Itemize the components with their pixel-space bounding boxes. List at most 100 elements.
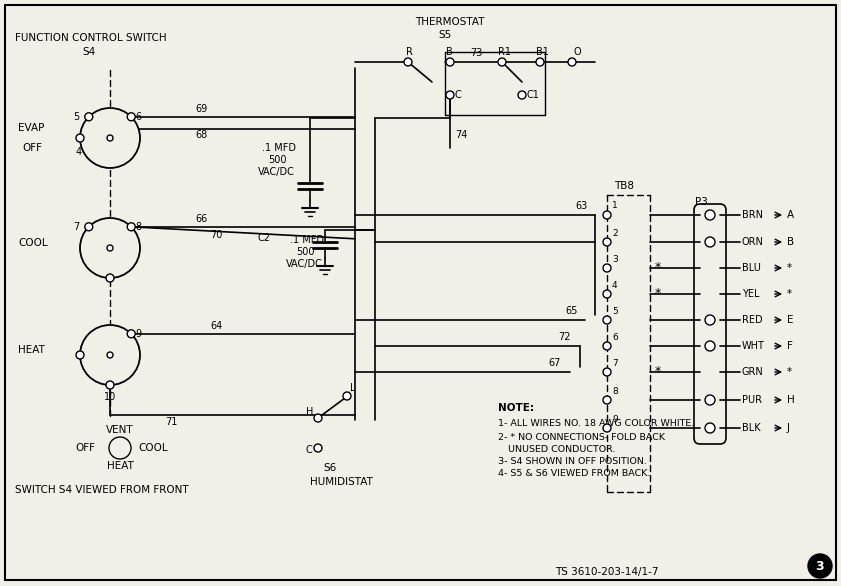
Text: 500: 500 [296, 247, 315, 257]
Text: 3: 3 [816, 560, 824, 573]
Text: 68: 68 [195, 130, 207, 140]
Text: S5: S5 [438, 30, 452, 40]
Text: 500: 500 [268, 155, 287, 165]
Text: H: H [787, 395, 795, 405]
Text: VAC/DC: VAC/DC [258, 167, 295, 177]
Text: TB8: TB8 [614, 181, 634, 191]
Circle shape [705, 315, 715, 325]
Text: 9: 9 [135, 329, 141, 339]
Circle shape [76, 351, 84, 359]
Circle shape [76, 134, 84, 142]
Text: .1 MFD: .1 MFD [290, 235, 324, 245]
Text: 2- * NO CONNECTIONS- FOLD BACK: 2- * NO CONNECTIONS- FOLD BACK [498, 432, 665, 441]
Circle shape [568, 58, 576, 66]
Text: TS 3610-203-14/1-7: TS 3610-203-14/1-7 [555, 567, 659, 577]
Text: *: * [787, 263, 792, 273]
Text: BRN: BRN [742, 210, 763, 220]
Text: 70: 70 [210, 230, 222, 240]
Text: 66: 66 [195, 214, 207, 224]
Text: 4- S5 & S6 VIEWED FROM BACK.: 4- S5 & S6 VIEWED FROM BACK. [498, 468, 650, 478]
Circle shape [106, 274, 114, 282]
Text: 4: 4 [76, 147, 82, 157]
Circle shape [80, 108, 140, 168]
Text: 4: 4 [612, 281, 617, 289]
Text: 3- S4 SHOWN IN OFF POSITION.: 3- S4 SHOWN IN OFF POSITION. [498, 456, 647, 465]
Text: B: B [446, 47, 452, 57]
Circle shape [603, 264, 611, 272]
Text: 3: 3 [612, 254, 618, 264]
Text: OFF: OFF [75, 443, 95, 453]
Circle shape [705, 395, 715, 405]
Circle shape [109, 437, 131, 459]
Text: 2: 2 [612, 229, 617, 237]
Text: 6: 6 [135, 112, 141, 122]
Circle shape [127, 113, 135, 121]
Circle shape [80, 218, 140, 278]
Circle shape [498, 58, 506, 66]
Text: S4: S4 [82, 47, 95, 57]
Circle shape [404, 58, 412, 66]
Text: 8: 8 [135, 222, 141, 232]
Text: 5: 5 [73, 112, 79, 122]
Text: VENT: VENT [106, 425, 134, 435]
Circle shape [127, 330, 135, 338]
Circle shape [603, 424, 611, 432]
Text: S6: S6 [324, 463, 336, 473]
Text: B: B [787, 237, 794, 247]
Text: 5: 5 [612, 306, 618, 315]
Text: J: J [787, 423, 790, 433]
Text: RED: RED [742, 315, 763, 325]
Text: OFF: OFF [22, 143, 42, 153]
Circle shape [603, 316, 611, 324]
Text: 8: 8 [612, 387, 618, 396]
Circle shape [603, 396, 611, 404]
Text: EVAP: EVAP [18, 123, 45, 133]
Circle shape [446, 58, 454, 66]
Text: *: * [655, 288, 661, 301]
Circle shape [536, 58, 544, 66]
Text: *: * [787, 367, 792, 377]
Circle shape [107, 352, 113, 358]
Text: BLK: BLK [742, 423, 760, 433]
Text: 64: 64 [210, 321, 222, 331]
Circle shape [80, 325, 140, 385]
Text: 69: 69 [195, 104, 207, 114]
Text: WHT: WHT [742, 341, 764, 351]
Circle shape [106, 381, 114, 389]
Text: B1: B1 [536, 47, 549, 57]
Text: C1: C1 [527, 90, 540, 100]
Circle shape [808, 554, 832, 578]
Text: HEAT: HEAT [107, 461, 134, 471]
Circle shape [127, 223, 135, 231]
Text: 7: 7 [73, 222, 79, 232]
Circle shape [603, 290, 611, 298]
Text: 74: 74 [455, 130, 468, 140]
Circle shape [603, 238, 611, 246]
Text: COOL: COOL [18, 238, 48, 248]
Text: YEL: YEL [742, 289, 759, 299]
Text: R: R [406, 47, 413, 57]
Text: A: A [787, 210, 794, 220]
Text: C: C [306, 445, 313, 455]
Text: THERMOSTAT: THERMOSTAT [415, 17, 484, 27]
Text: SWITCH S4 VIEWED FROM FRONT: SWITCH S4 VIEWED FROM FRONT [15, 485, 188, 495]
Text: 63: 63 [575, 201, 587, 211]
Circle shape [107, 245, 113, 251]
Text: PUR: PUR [742, 395, 762, 405]
Text: L: L [350, 383, 356, 393]
Text: 9: 9 [612, 414, 618, 424]
Text: *: * [655, 366, 661, 379]
Text: C2: C2 [258, 233, 271, 243]
Text: COOL: COOL [138, 443, 167, 453]
Text: VAC/DC: VAC/DC [286, 259, 323, 269]
Text: *: * [655, 261, 661, 274]
Text: GRN: GRN [742, 367, 764, 377]
Text: 1- ALL WIRES NO. 18 AWG COLOR WHITE.: 1- ALL WIRES NO. 18 AWG COLOR WHITE. [498, 420, 695, 428]
Text: 7: 7 [612, 359, 618, 367]
Text: 10: 10 [104, 392, 116, 402]
Text: F: F [787, 341, 793, 351]
Text: 1: 1 [612, 202, 618, 210]
Text: HUMIDISTAT: HUMIDISTAT [310, 477, 373, 487]
Text: 72: 72 [558, 332, 570, 342]
Text: P3: P3 [695, 197, 708, 207]
